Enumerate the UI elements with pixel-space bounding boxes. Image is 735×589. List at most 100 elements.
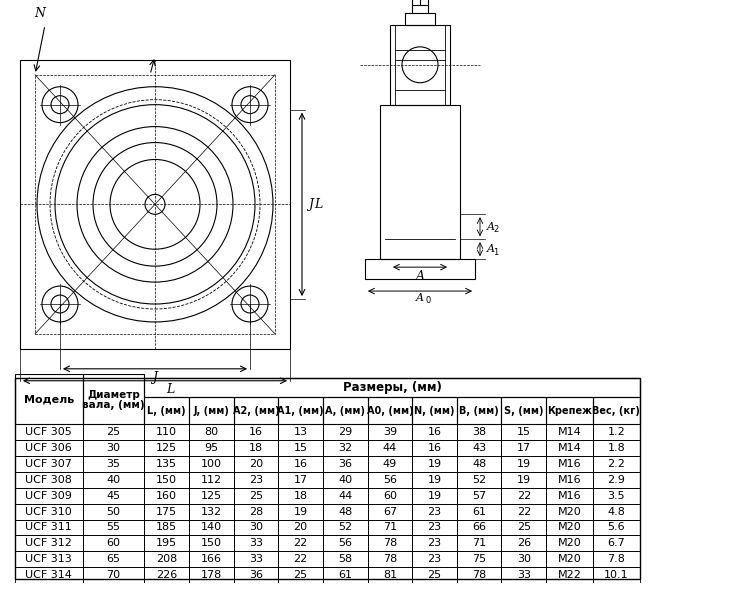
Bar [189,551,234,567]
Bar [546,551,593,567]
Bar [144,378,639,397]
Text: 19: 19 [293,507,307,517]
Text: 22: 22 [517,507,531,517]
Bar [15,424,83,440]
Text: Диаметр: Диаметр [87,390,140,400]
Bar [368,567,412,583]
Text: 13: 13 [293,427,307,437]
Bar [546,535,593,551]
Text: 112: 112 [201,475,222,485]
Bar [144,551,189,567]
Bar [365,259,475,279]
Text: 44: 44 [383,443,397,453]
Text: 15: 15 [293,443,307,453]
Bar [144,535,189,551]
Bar [323,440,368,456]
Text: 150: 150 [156,475,177,485]
Bar [278,424,323,440]
Text: 81: 81 [383,570,397,580]
Text: 110: 110 [156,427,177,437]
Bar [278,504,323,519]
Text: UCF 313: UCF 313 [26,554,72,564]
Bar [412,504,457,519]
Text: UCF 312: UCF 312 [25,538,72,548]
Text: 25: 25 [517,522,531,532]
Text: 78: 78 [383,554,397,564]
Bar [234,397,278,424]
Text: 44: 44 [338,491,352,501]
Text: S, (мм): S, (мм) [504,406,544,416]
Bar [189,456,234,472]
Text: 6.7: 6.7 [608,538,625,548]
Text: 7.8: 7.8 [607,554,625,564]
Bar [278,535,323,551]
Text: 61: 61 [472,507,486,517]
Bar [189,397,234,424]
Bar [546,488,593,504]
Text: 22: 22 [293,554,308,564]
Bar [189,567,234,583]
Text: 80: 80 [204,427,218,437]
Text: 125: 125 [156,443,177,453]
Text: 16: 16 [428,443,442,453]
Text: 208: 208 [156,554,177,564]
Bar [405,13,435,25]
Text: 166: 166 [201,554,222,564]
Text: 25: 25 [293,570,307,580]
Bar [368,535,412,551]
Bar [457,567,501,583]
Bar [501,551,546,567]
Bar [593,504,639,519]
Bar [457,535,501,551]
Bar [234,567,278,583]
Text: 5.6: 5.6 [608,522,625,532]
Text: M16: M16 [558,459,581,469]
Text: 57: 57 [472,491,487,501]
Bar [412,456,457,472]
Bar [380,105,460,259]
Bar [144,424,189,440]
Text: UCF 309: UCF 309 [25,491,72,501]
Text: Размеры, (мм): Размеры, (мм) [343,381,442,394]
Text: 178: 178 [201,570,222,580]
Text: 175: 175 [156,507,177,517]
Bar [323,551,368,567]
Bar [15,456,83,472]
Bar [278,551,323,567]
Text: M14: M14 [558,443,581,453]
Bar [412,440,457,456]
Bar [234,535,278,551]
Bar [368,397,412,424]
Bar [144,567,189,583]
Bar [412,424,457,440]
Bar [501,535,546,551]
Bar [412,488,457,504]
Text: 66: 66 [472,522,486,532]
Bar [593,519,639,535]
Text: 22: 22 [517,491,531,501]
Text: L, (мм): L, (мм) [147,406,186,416]
Bar [189,440,234,456]
Text: 49: 49 [383,459,397,469]
Bar [83,519,144,535]
Text: 52: 52 [472,475,487,485]
Bar [501,519,546,535]
Bar [144,440,189,456]
Bar [323,567,368,583]
Bar [546,519,593,535]
Text: 23: 23 [248,475,263,485]
Text: Крепеж: Крепеж [547,406,592,416]
Text: 16: 16 [428,427,442,437]
Text: A: A [416,293,424,303]
Text: 40: 40 [338,475,352,485]
Text: 45: 45 [107,491,121,501]
Text: M20: M20 [558,522,581,532]
Bar [323,535,368,551]
Text: 132: 132 [201,507,222,517]
Bar [15,551,83,567]
Text: 33: 33 [249,538,263,548]
Text: 16: 16 [249,427,263,437]
Bar [457,397,501,424]
Bar [83,488,144,504]
Bar [368,472,412,488]
